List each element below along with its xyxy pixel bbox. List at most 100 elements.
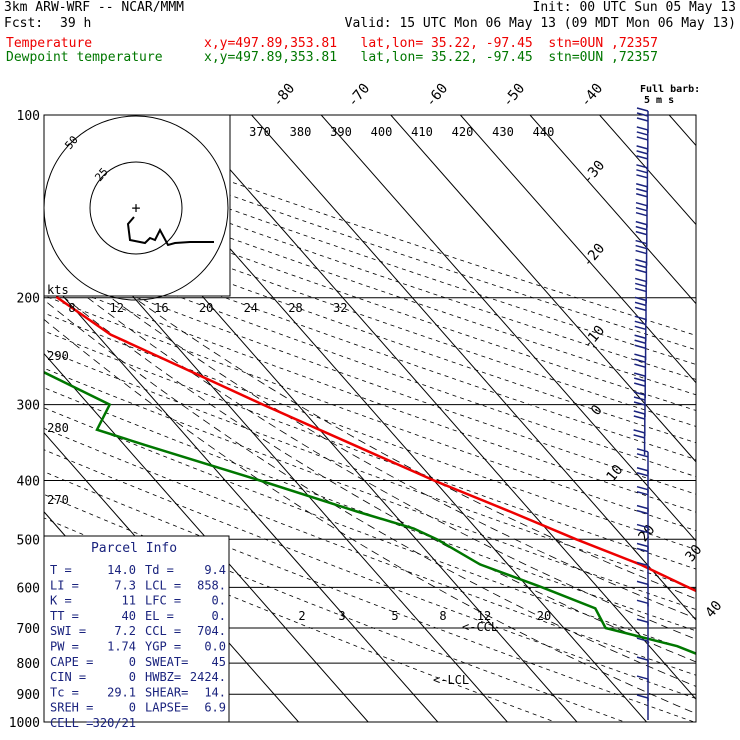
moist-adiabat (87, 297, 696, 640)
wind-barb-flag (635, 268, 647, 274)
parcel-label: YGP = (145, 640, 181, 654)
parcel-label: LAPSE= (145, 701, 188, 715)
wind-barb-flag (636, 126, 648, 131)
hodo-speed-label: 32 (333, 301, 347, 315)
temp-axis-label: -70 (345, 81, 374, 111)
wind-barb-flag (636, 136, 648, 141)
parcel-label: LCL = (145, 578, 181, 592)
parcel-value: 14. (204, 685, 226, 699)
dry-adiabat (44, 261, 696, 495)
isotherm (529, 115, 696, 305)
wind-barb-flag (636, 675, 649, 680)
pressure-tick-label: 900 (17, 688, 40, 703)
parcel-label: EL = (145, 609, 174, 623)
temp-legend: Temperature (6, 36, 93, 51)
parcel-value: 7.2 (114, 624, 136, 638)
temp-axis-label: 30 (682, 542, 705, 565)
wind-barb-flag (636, 183, 648, 188)
parcel-value: 14.0 (107, 563, 136, 577)
parcel-value: 0.0 (204, 640, 226, 654)
parcel-label: CAPE = (50, 655, 93, 669)
wind-barb-flag (636, 618, 649, 623)
wind-barb-flag (636, 542, 649, 548)
parcel-label: SREH = (50, 701, 93, 715)
parcel-value: 45 (212, 655, 226, 669)
wind-barb-flag (636, 509, 649, 515)
temp-axis-label: -80 (270, 81, 299, 111)
dry-adiabat (44, 493, 625, 722)
parcel-label: PW = (50, 640, 79, 654)
theta-label: 400 (371, 125, 393, 139)
wind-barb-flag (634, 306, 647, 312)
wind-barb-flag (636, 656, 649, 661)
mixing-ratio-label: 3 (338, 609, 345, 623)
wind-barb-flag (636, 528, 649, 534)
isotherm (320, 115, 696, 542)
wind-barb-flag (636, 131, 648, 136)
wind-barb-flag (633, 415, 645, 420)
wind-barb-flag (636, 490, 649, 496)
wind-barb-flag (636, 580, 649, 586)
wind-barb-flag (636, 599, 649, 605)
barb-note: Full barb: (640, 84, 700, 95)
parcel-value: 29.1 (107, 685, 136, 699)
parcel-value: 9.4 (204, 563, 226, 577)
dewpoint-profile (44, 370, 696, 655)
parcel-value: 40 (122, 609, 136, 623)
pressure-tick-label: 300 (17, 399, 40, 414)
temp-axis-label: -40 (578, 81, 607, 111)
wind-barb-flag (636, 472, 649, 477)
theta-label: 410 (411, 125, 433, 139)
theta-label-left: 290 (47, 349, 69, 363)
hodo-speed-label: 16 (154, 301, 168, 315)
wind-barb-flag (634, 339, 646, 344)
parcel-value: 7.3 (114, 578, 136, 592)
wind-barb-flag (634, 325, 646, 331)
parcel-label: Tc = (50, 685, 79, 699)
wind-barb-flag (636, 112, 649, 117)
dry-adiabat (44, 449, 696, 699)
wind-barb-flag (636, 174, 648, 179)
lcl-marker: <-LCL (433, 673, 469, 687)
hodo-center: + (131, 199, 140, 217)
wind-barb-flag (636, 193, 648, 198)
parcel-label: Td = (145, 563, 174, 577)
wind-barb-flag (635, 249, 647, 255)
theta-label: 390 (330, 125, 352, 139)
dry-adiabat (44, 245, 696, 478)
wind-barb-flag (636, 448, 649, 453)
hodo-ring-outer (43, 115, 229, 301)
dry-adiabat (44, 367, 696, 611)
parcel-panel-frame (43, 535, 230, 723)
wind-barb-flag (636, 164, 648, 169)
parcel-value: 0 (129, 655, 136, 669)
parcel-label: CIN = (50, 670, 86, 684)
ccl-marker: <-CCL (462, 620, 498, 634)
wind-barb-flag (636, 637, 649, 642)
wind-barb-flag (635, 277, 647, 283)
parcel-label: CELL = (50, 716, 93, 730)
wind-barb-flag (636, 150, 648, 155)
temp-axis-label: 10 (603, 462, 626, 485)
temp-axis-label: 40 (702, 598, 725, 621)
wind-barb-flag (635, 282, 647, 288)
theta-label: 440 (533, 125, 555, 139)
dry-adiabat (44, 330, 696, 570)
model-title: 3km ARW-WRF -- NCAR/MMM (4, 0, 185, 15)
isotherm (44, 273, 439, 722)
dry-adiabat (44, 198, 696, 427)
isotherm (599, 115, 696, 226)
wind-barb-flag (634, 296, 647, 302)
wind-barb-flag (634, 382, 646, 387)
temp-axis-label: -10 (580, 323, 609, 353)
temp-axis-label: -60 (423, 81, 452, 111)
wind-barb-flag (633, 429, 645, 434)
wind-barb-flag (635, 211, 648, 217)
parcel-value: 0 (129, 701, 136, 715)
parcel-value: 11 (122, 594, 136, 608)
temp-axis-label: -50 (500, 81, 529, 111)
wind-barb-flag (636, 694, 649, 699)
